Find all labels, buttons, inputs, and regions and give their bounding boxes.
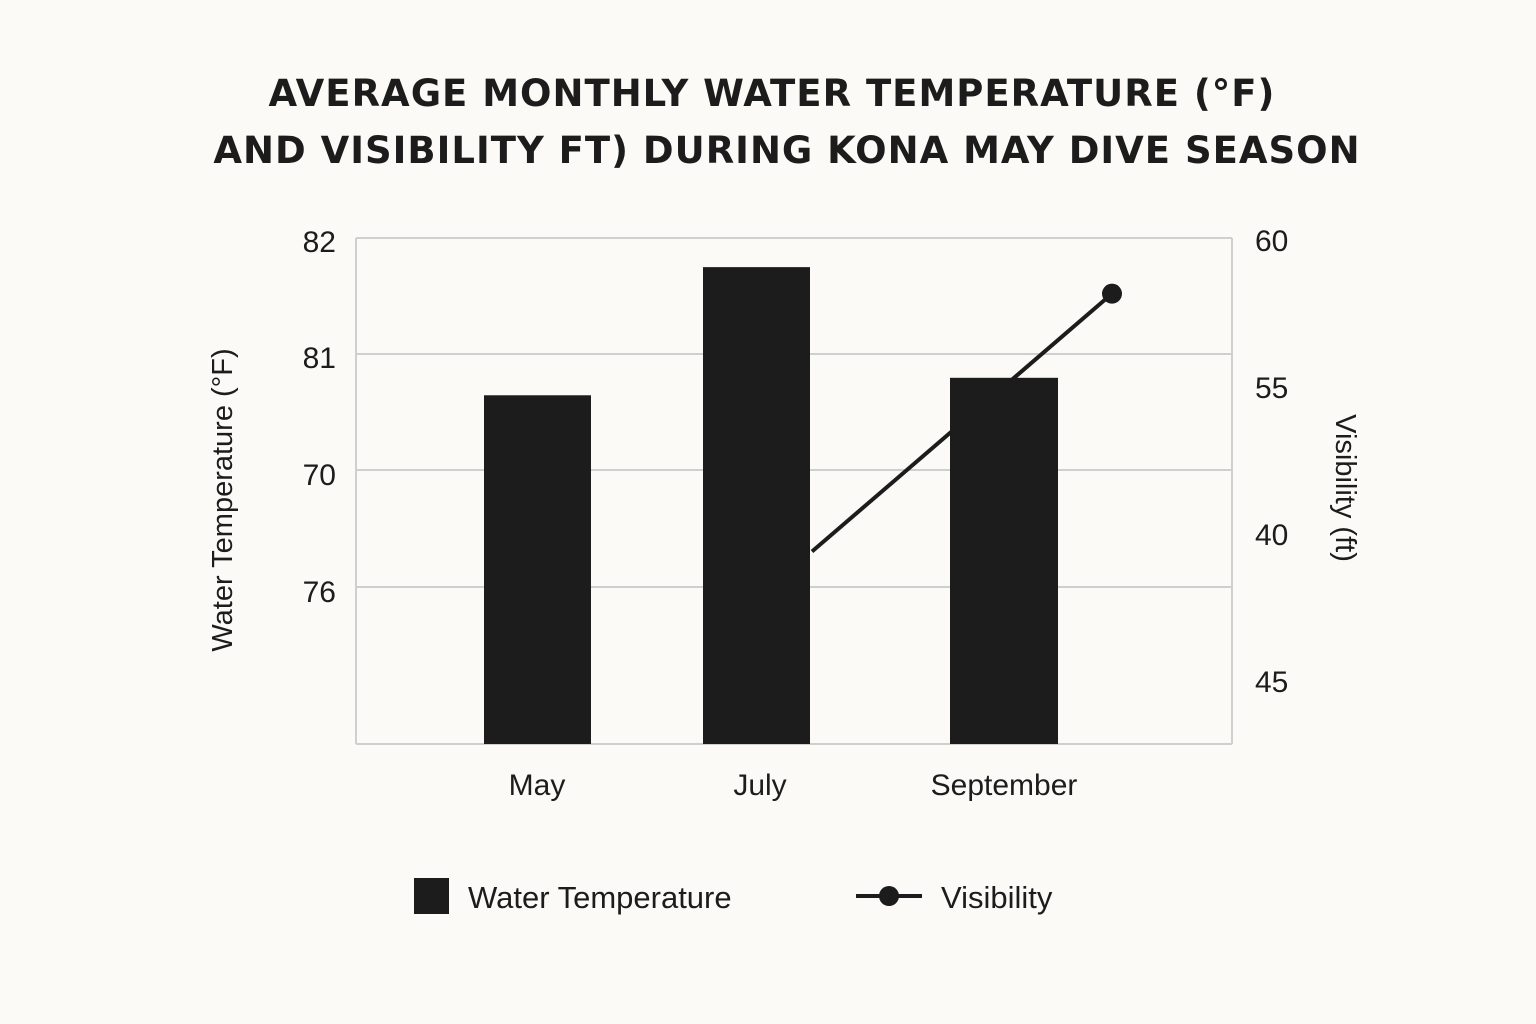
x-tick-label: July (733, 769, 786, 802)
bar-september (950, 377, 1058, 744)
chart-title-line-1: AVERAGE MONTHLY WATER TEMPERATURE (°F) (269, 72, 1276, 115)
y2-tick-label: 40 (1255, 519, 1288, 552)
legend-label-water-temperature: Water Temperature (468, 880, 732, 915)
bar-july (703, 267, 810, 744)
x-tick-label: September (931, 769, 1078, 802)
chart-title-line-2: AND VISIBILITY FT) DURING KONA MAY DIVE … (213, 129, 1360, 172)
y-tick-label: 81 (303, 342, 336, 375)
legend-swatch-visibility-marker (879, 886, 899, 906)
legend: Water Temperature Visibility (414, 878, 1053, 915)
visibility-point-september (1102, 283, 1122, 304)
bar-may (484, 395, 591, 744)
y-tick-label: 70 (303, 459, 336, 492)
y2-tick-label: 45 (1255, 666, 1288, 699)
y2-tick-label: 55 (1255, 372, 1288, 405)
line-series (810, 283, 1122, 554)
legend-label-visibility: Visibility (941, 880, 1053, 915)
y-tick-label: 82 (303, 226, 336, 259)
x-tick-label: May (509, 769, 566, 802)
y2-axis-title: Visibility (ft) (1329, 414, 1361, 562)
y-axis-title: Water Temperature (°F) (207, 348, 239, 651)
y2-tick-label: 60 (1255, 225, 1288, 258)
legend-swatch-water-temperature (414, 878, 449, 914)
bar-series (484, 267, 1058, 744)
visibility-line (810, 292, 1114, 554)
y-tick-label: 76 (303, 576, 336, 609)
